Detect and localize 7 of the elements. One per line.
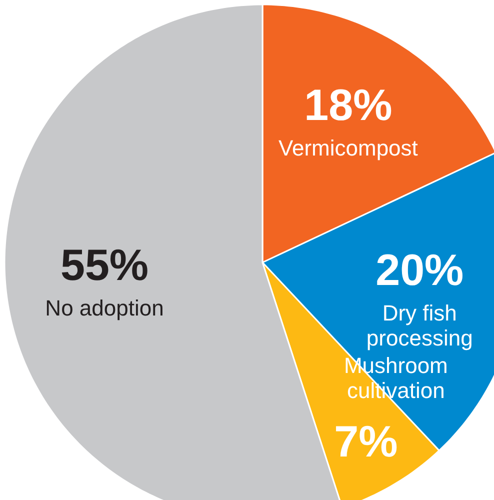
- data-label: 20%: [376, 246, 464, 295]
- data-label: 18%: [304, 80, 392, 130]
- slice-label: Dry fish processing: [366, 300, 473, 350]
- slice-label: No adoption: [45, 296, 164, 321]
- data-label: 55%: [60, 241, 149, 290]
- data-label: 7%: [334, 418, 398, 467]
- slice-label: Vermicompost: [278, 135, 418, 160]
